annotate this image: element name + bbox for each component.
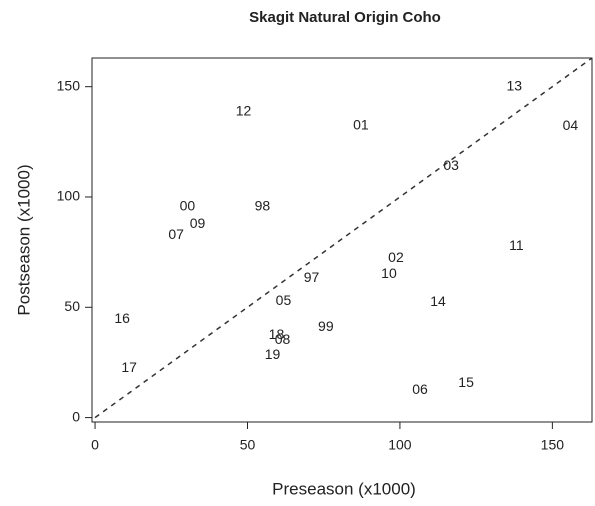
x-tick-label: 100 [388, 437, 412, 453]
point-label: 14 [430, 293, 446, 309]
chart-title: Skagit Natural Origin Coho [249, 9, 441, 26]
point-label: 15 [458, 374, 474, 390]
point-label: 17 [121, 359, 137, 375]
point-label: 13 [506, 77, 522, 93]
x-tick-label: 0 [91, 437, 99, 453]
point-label: 12 [236, 103, 252, 119]
point-label: 99 [318, 318, 334, 334]
point-label: 04 [563, 117, 579, 133]
y-axis-label: Postseason (x1000) [14, 164, 33, 315]
point-label: 97 [304, 269, 320, 285]
point-label: 00 [180, 198, 196, 214]
point-label: 98 [255, 198, 271, 214]
reference-line [94, 57, 593, 419]
point-label: 08 [275, 331, 291, 347]
point-label: 06 [412, 381, 428, 397]
point-label: 16 [114, 310, 130, 326]
y-tick-label: 50 [64, 298, 80, 314]
point-label: 07 [168, 226, 184, 242]
point-label: 18 [269, 326, 285, 342]
point-label: 09 [190, 215, 206, 231]
y-tick-label: 100 [57, 188, 81, 204]
point-label: 03 [443, 157, 459, 173]
point-label: 19 [265, 346, 281, 362]
point-label: 05 [276, 292, 292, 308]
point-label: 01 [353, 116, 369, 132]
y-tick-label: 150 [57, 77, 81, 93]
x-axis-label: Preseason (x1000) [272, 479, 416, 498]
x-tick-label: 150 [541, 437, 565, 453]
point-label: 11 [509, 237, 524, 253]
x-tick-label: 50 [240, 437, 256, 453]
point-label: 02 [388, 249, 404, 265]
y-tick-label: 0 [72, 408, 80, 424]
point-label: 10 [381, 265, 397, 281]
plot-frame [91, 57, 593, 423]
